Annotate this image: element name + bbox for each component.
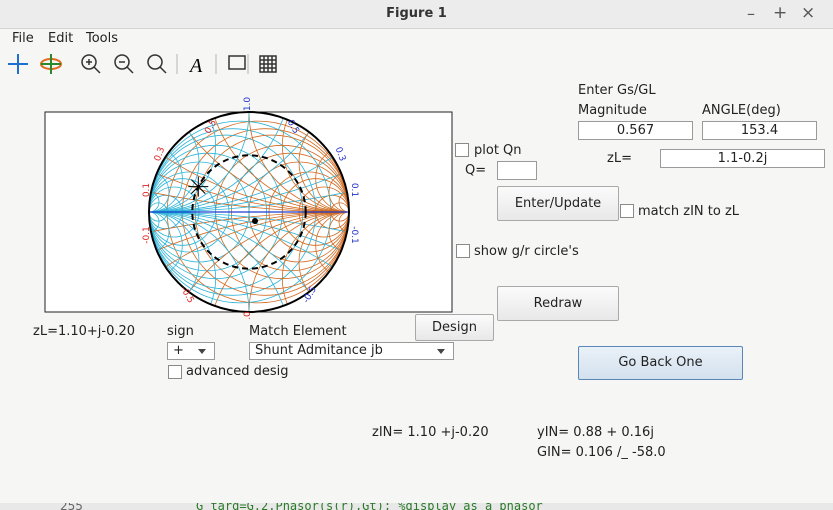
reactance-arc: [328, 171, 349, 213]
zl-point: [252, 218, 258, 224]
reactance-arc: [298, 112, 349, 213]
reactance-arc: [338, 211, 349, 233]
match-zin-label: match zIN to zL: [638, 204, 740, 219]
zoom-out[interactable]: [114, 54, 130, 70]
sign-label: sign: [167, 324, 194, 339]
q-label: Q=: [465, 163, 487, 178]
sign-dropdown[interactable]: +: [167, 342, 215, 360]
checkbox[interactable]: [168, 365, 182, 379]
axes-icon[interactable]: [228, 55, 246, 70]
heading: Enter Gs/GL: [578, 83, 656, 98]
susceptance-arc: [149, 171, 170, 213]
angle-input[interactable]: 153.4: [702, 121, 817, 140]
zl-text: zL=1.10+j-0.20: [33, 324, 136, 339]
menu-edit[interactable]: Edit: [48, 31, 74, 46]
gamma-circle: [191, 154, 307, 270]
title-bar: [0, 0, 833, 29]
susceptance-arc: [149, 211, 200, 312]
magnitude-input[interactable]: 0.567: [578, 121, 693, 140]
minimize[interactable]: –: [747, 4, 755, 23]
toolbar: A: [8, 54, 277, 77]
smith-label: -0.1: [349, 226, 359, 244]
susceptance-arc: [149, 211, 217, 312]
zoom-fit[interactable]: [147, 54, 163, 70]
code-line: G_targ=G.2.Phasor(s(r),Gt); %display as …: [196, 503, 543, 510]
background-editor: 255 G_targ=G.2.Phasor(s(r),Gt); %display…: [0, 503, 833, 510]
go-back-button[interactable]: Go Back One: [578, 346, 743, 380]
maximize[interactable]: +: [773, 3, 788, 23]
gin-text: GIN= 0.106 /_ -58.0: [537, 445, 666, 460]
zoom-in[interactable]: [81, 54, 97, 70]
smith-label: 0.1: [142, 183, 152, 197]
window-title: Figure 1: [386, 6, 447, 21]
rotate-icon[interactable]: [40, 54, 62, 74]
match-dropdown[interactable]: Shunt Admitance jb: [249, 342, 454, 360]
match-label: Match Element: [249, 324, 347, 339]
reactance-arc: [298, 211, 349, 312]
gamma-point: [188, 176, 209, 197]
reactance-arc: [281, 112, 349, 213]
redraw-button[interactable]: Redraw: [497, 286, 619, 321]
design-button[interactable]: Design: [415, 314, 494, 341]
susceptance-arc: [149, 191, 160, 213]
advanced-label: advanced desig: [186, 364, 289, 379]
magnitude-label: Magnitude: [578, 103, 647, 118]
checkbox[interactable]: [456, 244, 470, 258]
smith-label: 0.3: [153, 146, 167, 163]
susceptance-arc: [149, 211, 160, 233]
grid-icon[interactable]: [259, 55, 277, 73]
susceptance-arc: [149, 211, 170, 253]
q-input[interactable]: [497, 161, 537, 180]
smith-label: -1.0: [243, 311, 253, 320]
susceptance-arc: [149, 112, 200, 213]
zin-text: zIN= 1.10 +j-0.20: [372, 425, 489, 440]
smith-label: 0.3: [333, 146, 347, 163]
angle-label: ANGLE(deg): [702, 103, 781, 118]
close[interactable]: ×: [801, 3, 816, 23]
susceptance-arc: [149, 112, 217, 213]
zl-input[interactable]: 1.1-0.2j: [660, 149, 825, 168]
zl-label: zL=: [607, 151, 632, 166]
plot-qn-label: plot Qn: [474, 143, 522, 158]
line-number: 255: [60, 503, 83, 510]
unit-circle: [148, 111, 350, 313]
reactance-arc: [328, 211, 349, 253]
menu-file[interactable]: File: [12, 31, 34, 46]
reactance-arc: [281, 211, 349, 312]
checkbox[interactable]: [620, 204, 634, 218]
show-circles-label: show g/r circle's: [474, 244, 579, 259]
smith-label: 1.0: [243, 97, 253, 112]
smith-chart: 1.00.5 0.50.3 0.30.1 0.1-0.1 -0.1-0.5 -0.5-1.…: [44, 97, 453, 320]
enter-button[interactable]: Enter/Update: [497, 186, 619, 221]
text-icon[interactable]: A: [188, 55, 203, 77]
pan-icon[interactable]: [8, 54, 28, 74]
reactance-arc: [338, 191, 349, 213]
yin-text: yIN= 0.88 + 0.16j: [537, 425, 654, 440]
smith-label: 0.1: [349, 183, 359, 197]
menu-tools[interactable]: Tools: [86, 31, 119, 46]
checkbox[interactable]: [455, 143, 469, 157]
smith-label: -0.1: [142, 226, 152, 244]
